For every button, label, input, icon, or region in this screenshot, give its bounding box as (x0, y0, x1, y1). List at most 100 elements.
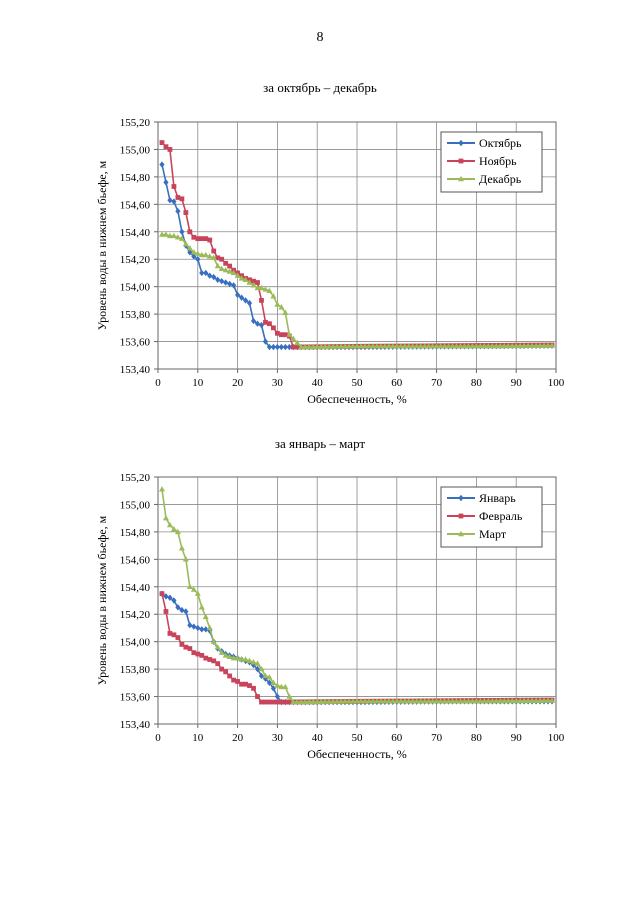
data-point (485, 697, 492, 704)
data-point (409, 343, 416, 349)
data-point (207, 237, 213, 243)
data-point (274, 343, 280, 351)
x-tick-label: 70 (431, 732, 443, 744)
y-tick-label: 155,00 (120, 144, 151, 156)
data-point (251, 278, 256, 284)
x-tick-label: 90 (511, 732, 523, 744)
data-point (266, 679, 273, 687)
data-point (167, 631, 173, 636)
data-point (310, 343, 317, 350)
series-Декабрь (158, 231, 556, 350)
data-point (170, 525, 177, 532)
data-point (187, 646, 193, 651)
data-point (242, 656, 249, 662)
data-point (171, 198, 177, 205)
data-point (162, 231, 169, 237)
data-point (441, 343, 448, 349)
data-point (258, 284, 265, 291)
data-point (314, 698, 321, 704)
data-point (445, 698, 452, 704)
data-point (326, 698, 333, 704)
data-point (521, 342, 528, 349)
data-point (206, 624, 213, 631)
data-point (429, 698, 436, 704)
legend-label: Февраль (479, 509, 523, 523)
data-point (286, 331, 293, 337)
data-point (405, 698, 412, 704)
y-tick-label: 155,20 (120, 117, 151, 129)
data-point (278, 343, 284, 351)
data-point (271, 699, 276, 705)
data-point (251, 685, 256, 691)
data-point (377, 343, 384, 349)
data-point (183, 644, 189, 650)
data-point (171, 597, 177, 604)
data-point (298, 698, 305, 705)
data-point (191, 650, 197, 656)
legend-label: Ноябрь (479, 154, 517, 168)
data-point (211, 273, 217, 281)
data-point (234, 272, 241, 278)
data-point (218, 649, 225, 655)
data-point (373, 343, 380, 349)
data-point (238, 275, 245, 281)
data-point (322, 698, 329, 704)
data-point (263, 319, 268, 325)
data-point (397, 698, 404, 704)
data-point (262, 286, 269, 292)
data-point (278, 699, 284, 705)
data-point (385, 698, 392, 704)
data-point (282, 343, 288, 351)
data-point (175, 207, 181, 215)
data-point (537, 342, 544, 348)
data-point (275, 699, 280, 705)
x-tick-label: 20 (232, 732, 244, 744)
data-point (354, 343, 360, 349)
data-point (195, 256, 201, 263)
data-point (214, 262, 221, 269)
data-point (270, 343, 277, 351)
data-point (338, 698, 345, 704)
data-point (223, 669, 229, 675)
data-point (473, 698, 480, 704)
data-point (278, 332, 284, 338)
data-point (267, 699, 272, 705)
data-point (425, 343, 432, 349)
legend-marker (458, 139, 464, 147)
data-point (393, 698, 400, 704)
y-tick-label: 154,20 (120, 254, 151, 266)
data-point (497, 697, 504, 704)
data-point (541, 342, 548, 348)
x-tick-label: 100 (548, 732, 565, 744)
data-point (247, 683, 252, 688)
data-point (219, 666, 225, 672)
data-point (215, 255, 221, 261)
data-point (267, 321, 272, 327)
data-point (210, 638, 217, 644)
legend-marker (458, 530, 464, 537)
data-point (369, 698, 376, 704)
data-point (365, 698, 372, 704)
data-point (159, 161, 165, 168)
data-point (166, 521, 173, 528)
y-tick-label: 153,80 (120, 664, 151, 676)
data-point (239, 681, 244, 687)
y-tick-label: 154,60 (120, 554, 151, 566)
data-point (254, 665, 261, 673)
data-point (182, 556, 189, 562)
data-point (231, 282, 237, 289)
data-point (171, 184, 177, 189)
x-tick-label: 60 (391, 377, 403, 389)
data-point (195, 236, 201, 242)
data-point (199, 236, 205, 242)
data-point (389, 698, 396, 704)
data-point (258, 321, 265, 329)
data-point (259, 699, 264, 705)
data-point (238, 656, 245, 662)
legend-label: Январь (479, 491, 516, 505)
data-point (190, 249, 197, 255)
data-point (278, 304, 285, 310)
data-point (377, 698, 384, 704)
data-point (254, 320, 261, 327)
chart-1-title: за октябрь – декабрь (263, 80, 377, 95)
